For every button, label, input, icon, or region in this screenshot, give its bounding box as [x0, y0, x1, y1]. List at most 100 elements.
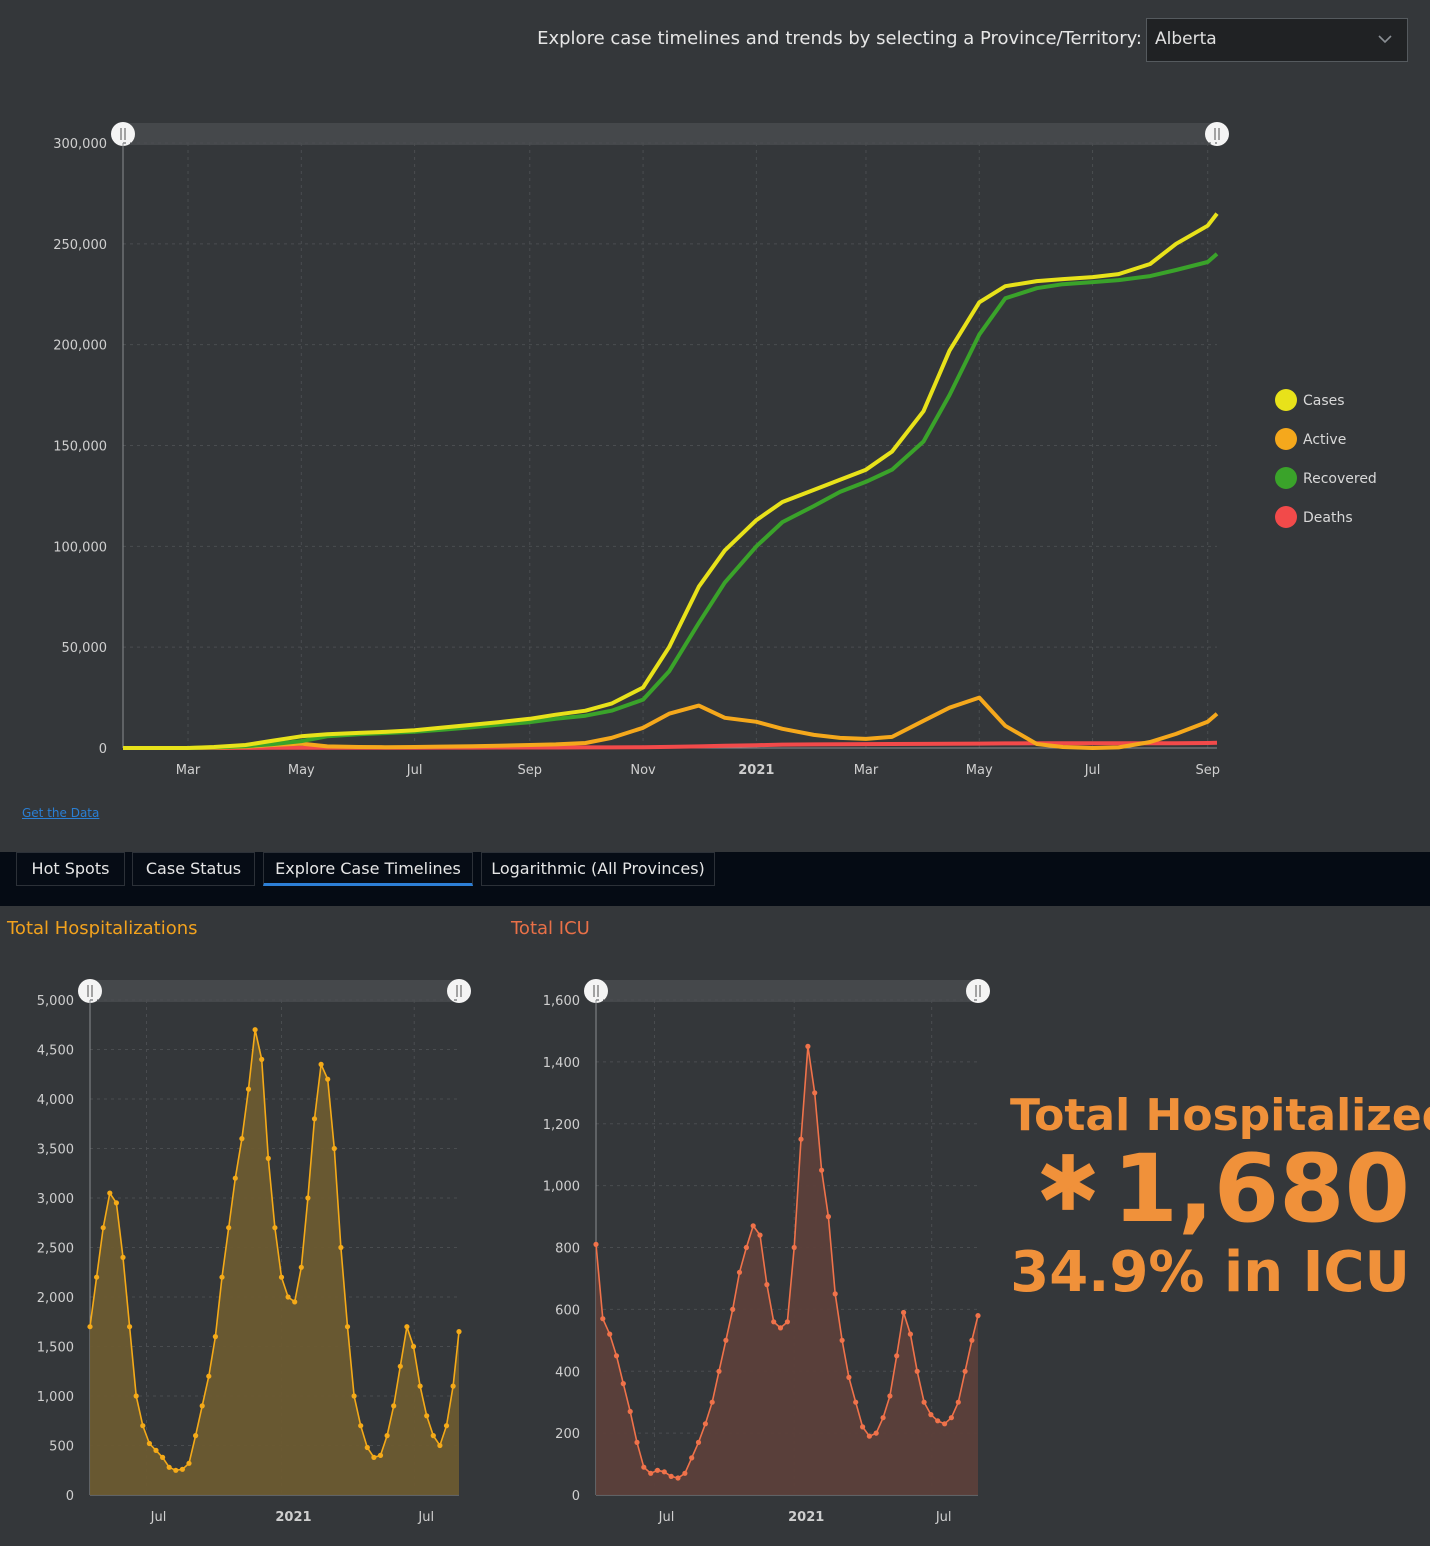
data-point[interactable]: [272, 1225, 278, 1231]
data-point[interactable]: [232, 1175, 238, 1181]
data-point[interactable]: [391, 1403, 397, 1409]
data-point[interactable]: [384, 1433, 390, 1439]
data-point[interactable]: [757, 1232, 763, 1238]
data-point[interactable]: [948, 1415, 954, 1421]
data-point[interactable]: [730, 1306, 736, 1312]
data-point[interactable]: [860, 1424, 866, 1430]
data-point[interactable]: [798, 1136, 804, 1142]
data-point[interactable]: [265, 1155, 271, 1161]
data-point[interactable]: [100, 1225, 106, 1231]
tab-explore-case-timelines[interactable]: Explore Case Timelines: [263, 852, 473, 886]
data-point[interactable]: [942, 1421, 948, 1427]
data-point[interactable]: [166, 1464, 172, 1470]
data-point[interactable]: [252, 1027, 258, 1033]
data-point[interactable]: [193, 1433, 199, 1439]
data-point[interactable]: [397, 1363, 403, 1369]
data-point[interactable]: [450, 1383, 456, 1389]
data-point[interactable]: [338, 1244, 344, 1251]
data-point[interactable]: [430, 1433, 436, 1439]
data-point[interactable]: [219, 1274, 225, 1280]
legend-label-active[interactable]: Active: [1303, 432, 1346, 448]
data-point[interactable]: [866, 1433, 872, 1439]
data-point[interactable]: [648, 1470, 654, 1476]
tab-hot-spots[interactable]: Hot Spots: [16, 852, 125, 886]
data-point[interactable]: [259, 1056, 265, 1062]
data-point[interactable]: [921, 1399, 927, 1405]
data-point[interactable]: [873, 1430, 879, 1436]
data-point[interactable]: [723, 1337, 729, 1343]
data-point[interactable]: [846, 1374, 852, 1380]
data-point[interactable]: [627, 1408, 633, 1415]
data-point[interactable]: [133, 1393, 139, 1399]
data-point[interactable]: [437, 1442, 443, 1449]
range-slider-track[interactable]: [123, 123, 1217, 145]
data-point[interactable]: [371, 1454, 377, 1460]
data-point[interactable]: [771, 1319, 777, 1325]
data-point[interactable]: [424, 1413, 430, 1419]
data-point[interactable]: [928, 1412, 934, 1418]
data-point[interactable]: [682, 1470, 688, 1476]
data-point[interactable]: [975, 1313, 981, 1319]
tab-case-status[interactable]: Case Status: [132, 852, 255, 886]
legend-marker-recovered[interactable]: [1275, 467, 1297, 489]
legend-label-recovered[interactable]: Recovered: [1303, 471, 1377, 487]
data-point[interactable]: [887, 1393, 893, 1399]
data-point[interactable]: [325, 1076, 331, 1082]
data-point[interactable]: [410, 1343, 417, 1350]
data-point[interactable]: [880, 1415, 886, 1421]
data-point[interactable]: [305, 1195, 311, 1201]
data-point[interactable]: [173, 1467, 179, 1473]
data-point[interactable]: [331, 1145, 337, 1152]
data-point[interactable]: [443, 1423, 450, 1429]
data-point[interactable]: [832, 1291, 838, 1297]
data-point[interactable]: [318, 1061, 324, 1067]
data-point[interactable]: [668, 1473, 674, 1479]
data-point[interactable]: [607, 1331, 613, 1337]
data-point[interactable]: [716, 1368, 722, 1374]
data-point[interactable]: [955, 1399, 961, 1405]
data-point[interactable]: [962, 1368, 968, 1374]
data-point[interactable]: [894, 1353, 900, 1359]
data-point[interactable]: [702, 1421, 708, 1427]
data-point[interactable]: [907, 1331, 913, 1337]
legend-label-deaths[interactable]: Deaths: [1303, 510, 1353, 526]
data-point[interactable]: [358, 1423, 364, 1429]
range-slider-track[interactable]: [90, 980, 459, 1002]
data-point[interactable]: [914, 1368, 920, 1374]
data-point[interactable]: [456, 1329, 462, 1335]
data-point[interactable]: [417, 1383, 423, 1389]
province-select[interactable]: Alberta: [1146, 18, 1408, 62]
data-point[interactable]: [311, 1116, 318, 1122]
data-point[interactable]: [87, 1324, 93, 1330]
range-slider-end-handle[interactable]: [447, 979, 471, 1003]
legend-label-cases[interactable]: Cases: [1303, 393, 1345, 409]
data-point[interactable]: [127, 1324, 133, 1330]
get-the-data-link[interactable]: Get the Data: [22, 806, 100, 820]
data-point[interactable]: [825, 1214, 831, 1220]
data-point[interactable]: [654, 1467, 661, 1473]
data-point[interactable]: [853, 1399, 859, 1405]
legend-marker-active[interactable]: [1275, 428, 1297, 450]
data-point[interactable]: [634, 1439, 640, 1445]
data-point[interactable]: [675, 1475, 681, 1481]
tab-logarithmic-all-provinces[interactable]: Logarithmic (All Provinces): [481, 852, 715, 886]
data-point[interactable]: [620, 1381, 626, 1387]
data-point[interactable]: [689, 1455, 695, 1461]
data-point[interactable]: [245, 1086, 252, 1092]
range-slider-end-handle[interactable]: [1205, 122, 1229, 146]
data-point[interactable]: [120, 1254, 126, 1260]
range-slider-end-handle[interactable]: [966, 979, 990, 1003]
data-point[interactable]: [113, 1200, 119, 1206]
data-point[interactable]: [278, 1274, 285, 1280]
data-point[interactable]: [285, 1294, 291, 1300]
legend-marker-cases[interactable]: [1275, 389, 1297, 411]
data-point[interactable]: [839, 1337, 845, 1343]
data-point[interactable]: [140, 1423, 146, 1429]
data-point[interactable]: [351, 1393, 357, 1399]
data-point[interactable]: [179, 1466, 185, 1472]
data-point[interactable]: [784, 1319, 790, 1325]
data-point[interactable]: [404, 1324, 410, 1330]
data-point[interactable]: [743, 1244, 749, 1251]
data-point[interactable]: [206, 1373, 212, 1379]
data-point[interactable]: [641, 1464, 647, 1470]
